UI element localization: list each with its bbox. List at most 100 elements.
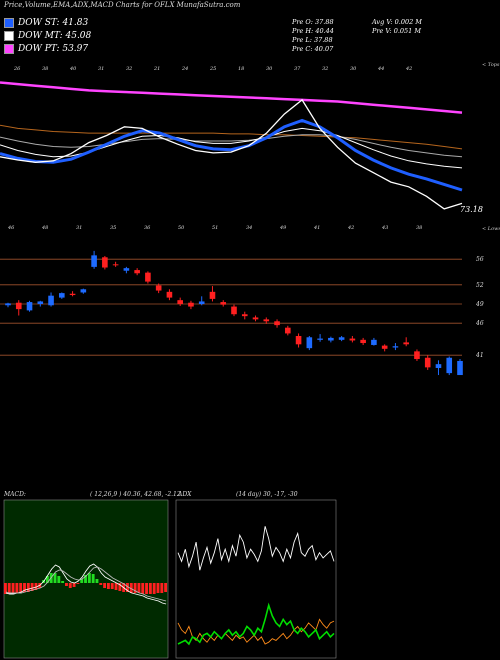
candle-body (80, 289, 87, 293)
top-date-label: 32 (322, 66, 328, 72)
top-date-label: 18 (238, 66, 244, 72)
macd-hist-bar (145, 583, 148, 594)
candle-body (5, 303, 11, 306)
macd-hist-bar (152, 583, 156, 594)
candle-body (166, 291, 173, 298)
top-date-label: 37 (294, 66, 301, 72)
candle-body (188, 302, 194, 307)
top-date-label: 31 (98, 66, 104, 72)
last-value-label: 73.18 (460, 205, 483, 214)
candle-body (220, 302, 227, 305)
macd-hist-bar (57, 576, 61, 583)
chart-title: Price,Volume,EMA,ADX,MACD Charts for OFL… (4, 1, 241, 9)
candle-body (102, 257, 108, 268)
stat-prev-high: Pre H: 40.44 (292, 27, 334, 35)
macd-hist-bar (110, 583, 114, 589)
macd-hist-bar (53, 573, 57, 583)
legend-swatch-pt (4, 44, 14, 54)
bottom-date-label: 51 (212, 225, 218, 231)
candle-body (91, 255, 97, 267)
candle-body (48, 295, 54, 306)
candle-body (134, 270, 140, 274)
macd-hist-bar (11, 583, 15, 593)
macd-title: MACD: (3, 491, 26, 498)
macd-hist-bar (26, 583, 30, 592)
candle-body (274, 321, 280, 326)
macd-hist-bar (137, 583, 141, 593)
macd-hist-bar (114, 583, 118, 590)
bottom-date-label: 41 (313, 225, 320, 231)
macd-hist-bar (72, 583, 76, 587)
candle-body (446, 357, 453, 374)
candle-body (414, 351, 420, 360)
top-date-label: 40 (69, 66, 77, 72)
stat-prev-volume: Pre V: 0.051 M (372, 27, 422, 35)
macd-hist-bar (34, 583, 38, 590)
top-date-label: 26 (13, 66, 21, 72)
top-date-label: 25 (209, 66, 216, 72)
legend-swatch-mt (4, 31, 14, 41)
candle-body (59, 293, 65, 298)
ema-panel: < Tops < Lows 26 38 40 31 32 21 24 25 18 30 37 32 30 44… (0, 62, 500, 232)
bottom-date-label: 50 (178, 225, 185, 231)
candle-body (241, 314, 248, 317)
price-level-label: 46 (475, 320, 484, 327)
adx-params: (14 day) 30, -17, -30 (236, 491, 298, 498)
candle-body (360, 339, 366, 344)
stat-avg-volume: Avg V: 0.002 M (372, 18, 422, 26)
macd-hist-bar (106, 583, 110, 589)
legend-label-pt: DOW PT: 53.97 (18, 44, 89, 54)
candle-body (15, 302, 22, 310)
macd-hist-bar (126, 583, 129, 592)
macd-panel: MACD: ( 12,26,9 ) 40.36, 42.68, -2.12 (3, 491, 181, 659)
top-date-label: 30 (266, 66, 273, 72)
price-level-label: 56 (476, 256, 484, 263)
macd-hist-bar (156, 583, 160, 593)
candle-body (403, 342, 409, 345)
macd-hist-bar (68, 583, 72, 588)
macd-hist-bar (133, 583, 137, 593)
candle-body (424, 357, 431, 368)
candle-body (457, 360, 463, 376)
adx-panel: ADX (14 day) 30, -17, -30 (175, 491, 337, 659)
legend-label-mt: DOW MT: 45.08 (18, 31, 92, 41)
candle-body (392, 346, 399, 348)
macd-hist-bar (99, 583, 103, 585)
candle-panel: 56 52 49 46 41 (0, 250, 484, 376)
bottom-date-label: 48 (41, 225, 48, 231)
candle-body (371, 339, 377, 345)
candle-body (252, 317, 259, 320)
macd-hist-bar (95, 579, 99, 583)
legend-dow-mt: DOW MT: 45.08 (4, 31, 91, 41)
bottom-date-label: 42 (347, 225, 354, 231)
bottom-date-label: 34 (246, 225, 252, 231)
macd-hist-bar (148, 583, 152, 594)
stat-prev-open: Pre O: 37.88 (292, 18, 334, 26)
bottom-date-label: 38 (416, 225, 422, 231)
candle-body (198, 301, 205, 304)
macd-line-signal (5, 566, 167, 602)
candle-body (306, 337, 313, 349)
macd-hist-bar (23, 583, 26, 592)
candle-body (435, 364, 442, 368)
macd-hist-bar (80, 579, 84, 583)
macd-hist-bar (30, 583, 34, 591)
bottom-date-label: 43 (381, 225, 388, 231)
candle-body (231, 306, 237, 315)
candle-body (285, 327, 291, 334)
top-date-label: 38 (42, 66, 48, 72)
macd-hist-bar (87, 573, 91, 583)
macd-hist-bar (61, 581, 65, 583)
macd-line-macd (5, 563, 167, 605)
macd-hist-bar (7, 583, 11, 594)
price-level-label: 49 (475, 301, 484, 308)
ema-series-1 (0, 124, 463, 150)
top-date-label: 24 (181, 66, 188, 72)
macd-hist-bar (15, 583, 19, 593)
price-level-label: 52 (476, 282, 484, 289)
price-level-label: 41 (475, 352, 484, 359)
adx-title: ADX (177, 491, 192, 498)
adx-series-2 (177, 602, 335, 646)
top-date-label: 44 (377, 66, 384, 72)
candle-body (381, 345, 388, 349)
